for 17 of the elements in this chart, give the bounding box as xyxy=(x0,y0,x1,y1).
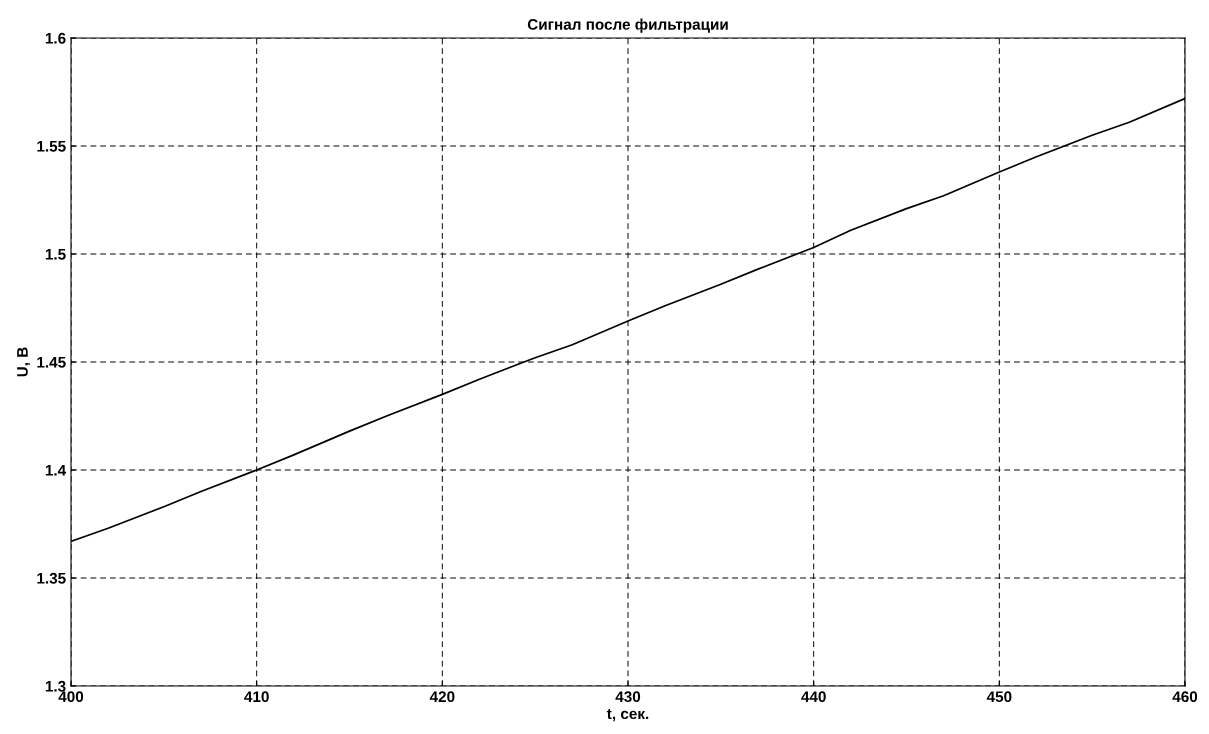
x-tick-label: 420 xyxy=(429,691,455,703)
y-axis-title: U, В xyxy=(17,347,31,377)
y-tick-label: 1.6 xyxy=(45,32,66,44)
y-tick-label: 1.3 xyxy=(45,680,66,692)
x-tick-label: 450 xyxy=(986,691,1012,703)
y-tick-label: 1.5 xyxy=(45,249,66,260)
x-tick-label: 460 xyxy=(1172,691,1198,703)
x-axis-title: t, сек. xyxy=(606,708,649,722)
chart-title: Сигнал после фильтрации xyxy=(527,18,728,33)
y-tick-label: 1.35 xyxy=(37,572,66,584)
y-tick-label: 1.4 xyxy=(45,465,67,476)
x-tick-label: 410 xyxy=(244,691,269,703)
x-tick-label: 440 xyxy=(801,691,826,703)
y-tick-label: 1.45 xyxy=(37,357,66,368)
x-tick-label: 430 xyxy=(615,691,641,703)
x-tick-label: 400 xyxy=(58,691,84,703)
y-tick-label: 1.55 xyxy=(37,141,66,152)
